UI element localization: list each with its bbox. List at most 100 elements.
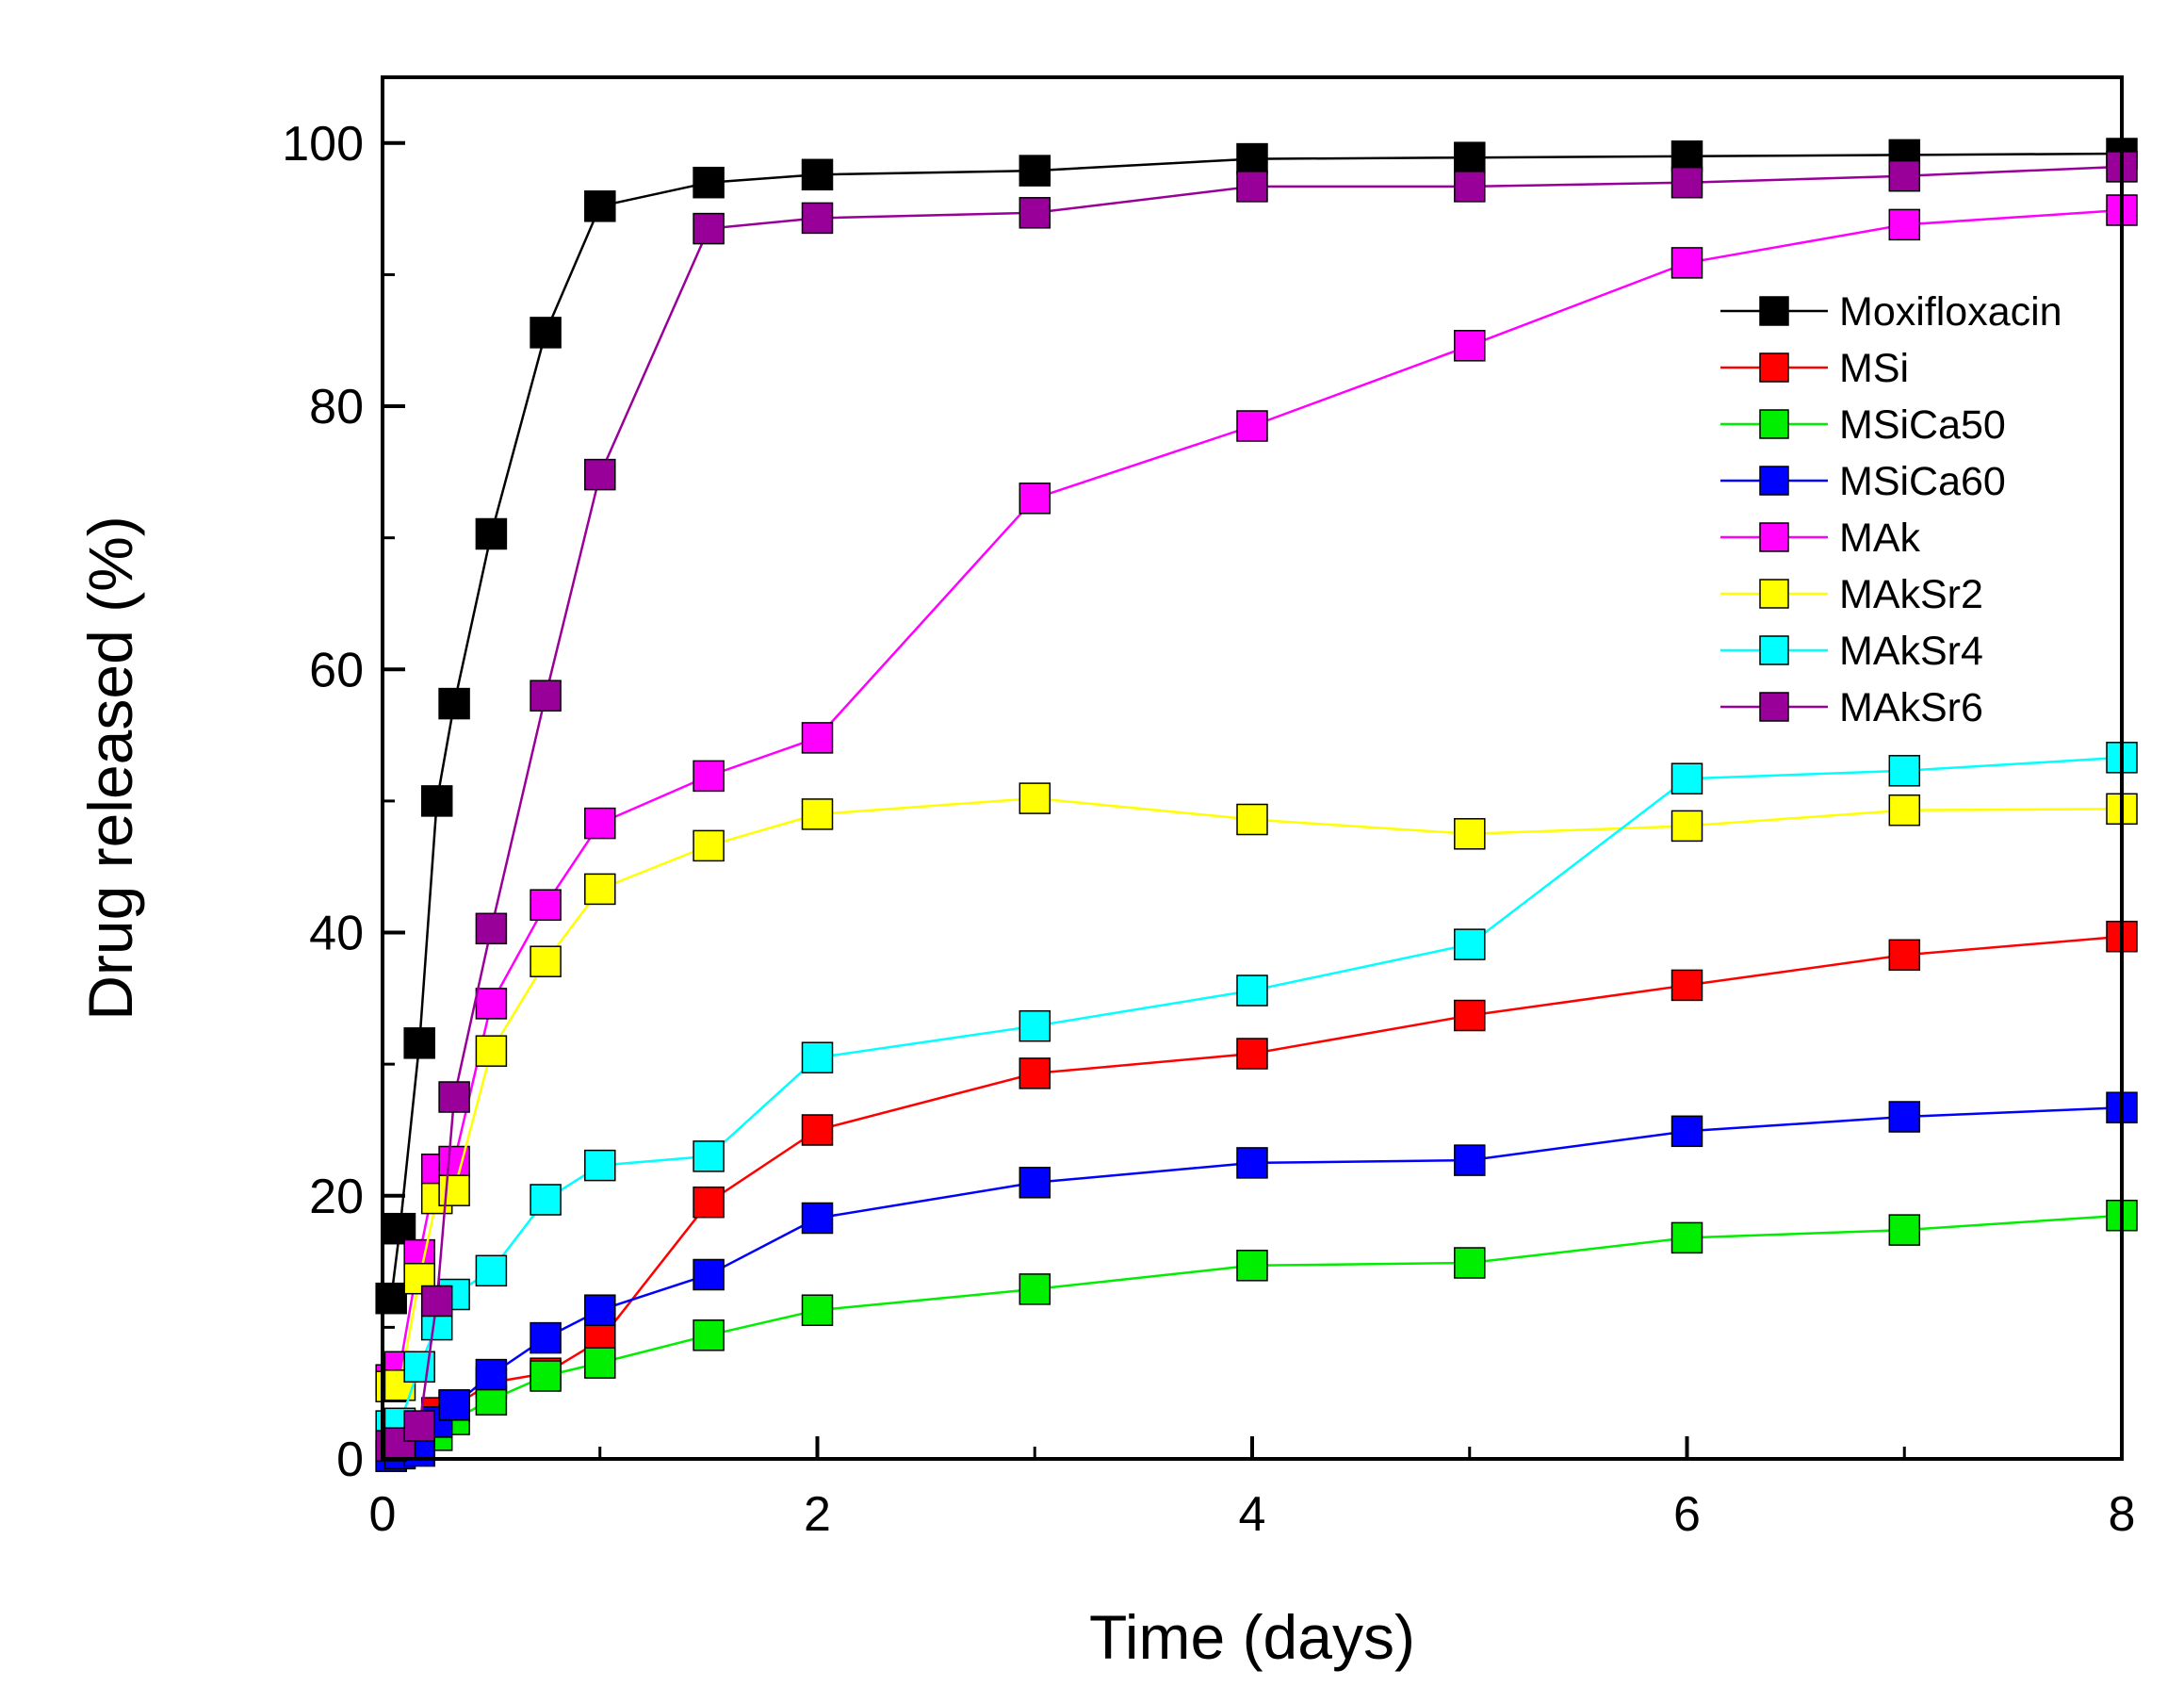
legend-label: MAkSr2 (1839, 572, 1983, 617)
legend-item-maksr2: MAkSr2 (1720, 572, 1983, 617)
data-point-maksr2 (438, 1174, 470, 1206)
legend-item-msica50: MSiCa50 (1720, 402, 2006, 448)
x-tick-label: 6 (1673, 1487, 1701, 1542)
data-point-msica60 (438, 1389, 470, 1421)
data-point-moxifloxacin (1236, 142, 1268, 175)
data-point-msica50 (530, 1360, 562, 1392)
data-point-mak (1019, 483, 1051, 515)
data-point-msi (1671, 969, 1703, 1002)
data-point-maksr2 (801, 798, 834, 830)
series-layer (375, 138, 2138, 1472)
data-point-maksr2 (475, 1035, 508, 1067)
data-point-msica60 (1888, 1101, 1921, 1133)
data-point-msica60 (693, 1258, 725, 1291)
series-maksr4 (375, 742, 2138, 1442)
legend-label: MSiCa50 (1839, 402, 2006, 448)
x-tick-label: 4 (1239, 1487, 1266, 1542)
x-tick-label: 8 (2109, 1487, 2136, 1542)
data-point-maksr4 (1888, 755, 1921, 787)
data-point-msica50 (1671, 1221, 1703, 1254)
x-tick-label: 0 (369, 1487, 397, 1542)
y-tick-label: 100 (282, 117, 364, 172)
data-point-msica60 (1019, 1167, 1051, 1199)
data-point-msica60 (475, 1358, 508, 1391)
data-point-msica60 (1454, 1144, 1486, 1176)
data-point-maksr2 (1671, 810, 1703, 843)
series-maksr6 (375, 151, 2138, 1462)
series-line-moxifloxacin (389, 152, 2123, 1299)
data-point-maksr6 (693, 212, 725, 245)
legend-label: MAkSr6 (1839, 685, 1983, 730)
data-point-moxifloxacin (403, 1027, 435, 1059)
data-point-maksr6 (530, 680, 562, 712)
legend-marker (1759, 466, 1789, 496)
data-point-mak (693, 760, 725, 793)
data-point-moxifloxacin (475, 517, 508, 550)
data-point-maksr4 (530, 1184, 562, 1216)
legend-item-msica60: MSiCa60 (1720, 459, 2006, 504)
data-point-maksr6 (1454, 171, 1486, 203)
data-point-msi (1236, 1038, 1268, 1070)
series-moxifloxacin (375, 138, 2138, 1315)
data-point-mak (530, 889, 562, 921)
y-tick-label: 80 (309, 380, 364, 434)
legend-marker (1759, 635, 1789, 665)
data-point-moxifloxacin (383, 1212, 416, 1245)
legend-item-moxifloxacin: Moxifloxacin (1720, 289, 2062, 335)
series-line-maksr6 (390, 165, 2123, 1448)
y-tick-label: 0 (336, 1433, 364, 1487)
y-axis-title: Drug released (%) (75, 516, 145, 1021)
legend-item-maksr4: MAkSr4 (1720, 629, 1983, 674)
data-point-moxifloxacin (1454, 141, 1486, 173)
data-point-msica50 (1888, 1214, 1921, 1246)
data-point-moxifloxacin (584, 190, 616, 222)
data-point-maksr4 (1236, 974, 1268, 1007)
series-maksr2 (375, 782, 2138, 1402)
legend-marker (1759, 296, 1789, 326)
legend-label: MSiCa60 (1839, 459, 2006, 504)
data-point-maksr6 (438, 1081, 470, 1113)
data-point-moxifloxacin (801, 158, 834, 191)
legend-label: MAk (1839, 516, 1921, 561)
y-tick-label: 60 (309, 643, 364, 697)
data-point-moxifloxacin (420, 785, 453, 817)
data-point-maksr2 (1019, 782, 1051, 814)
data-point-msi (1454, 999, 1486, 1032)
data-point-msica50 (1236, 1250, 1268, 1282)
data-point-maksr6 (420, 1285, 453, 1318)
data-point-maksr2 (693, 829, 725, 862)
data-point-maksr4 (475, 1254, 508, 1287)
x-tick-label: 2 (804, 1487, 831, 1542)
data-point-maksr2 (530, 945, 562, 977)
data-point-maksr6 (801, 202, 834, 235)
legend-label: Moxifloxacin (1839, 289, 2062, 335)
data-point-msi (1019, 1057, 1051, 1089)
data-point-maksr6 (584, 458, 616, 491)
legend-item-msi: MSi (1720, 346, 1909, 391)
data-point-msica50 (801, 1294, 834, 1326)
data-point-maksr2 (1454, 818, 1486, 850)
data-point-maksr4 (693, 1140, 725, 1172)
legend-item-mak: MAk (1720, 516, 1921, 561)
y-tick-label: 40 (309, 907, 364, 961)
data-point-msica60 (1236, 1147, 1268, 1179)
data-point-msica60 (584, 1294, 616, 1326)
y-tick-label: 20 (309, 1170, 364, 1224)
data-point-mak (475, 988, 508, 1020)
legend-item-maksr6: MAkSr6 (1720, 685, 1983, 730)
data-point-moxifloxacin (1019, 155, 1051, 187)
data-point-mak (584, 807, 616, 840)
data-point-mak (1236, 410, 1268, 442)
legend-marker (1759, 409, 1789, 439)
data-point-maksr6 (1019, 197, 1051, 229)
data-point-maksr4 (584, 1149, 616, 1182)
data-point-moxifloxacin (1671, 140, 1703, 172)
data-point-maksr6 (403, 1410, 435, 1442)
data-point-msica50 (1454, 1247, 1486, 1279)
legend-label: MAkSr4 (1839, 629, 1983, 674)
series-line-maksr2 (391, 796, 2123, 1388)
legend-marker (1759, 579, 1789, 609)
data-point-moxifloxacin (438, 687, 470, 720)
legend-marker (1759, 522, 1789, 552)
